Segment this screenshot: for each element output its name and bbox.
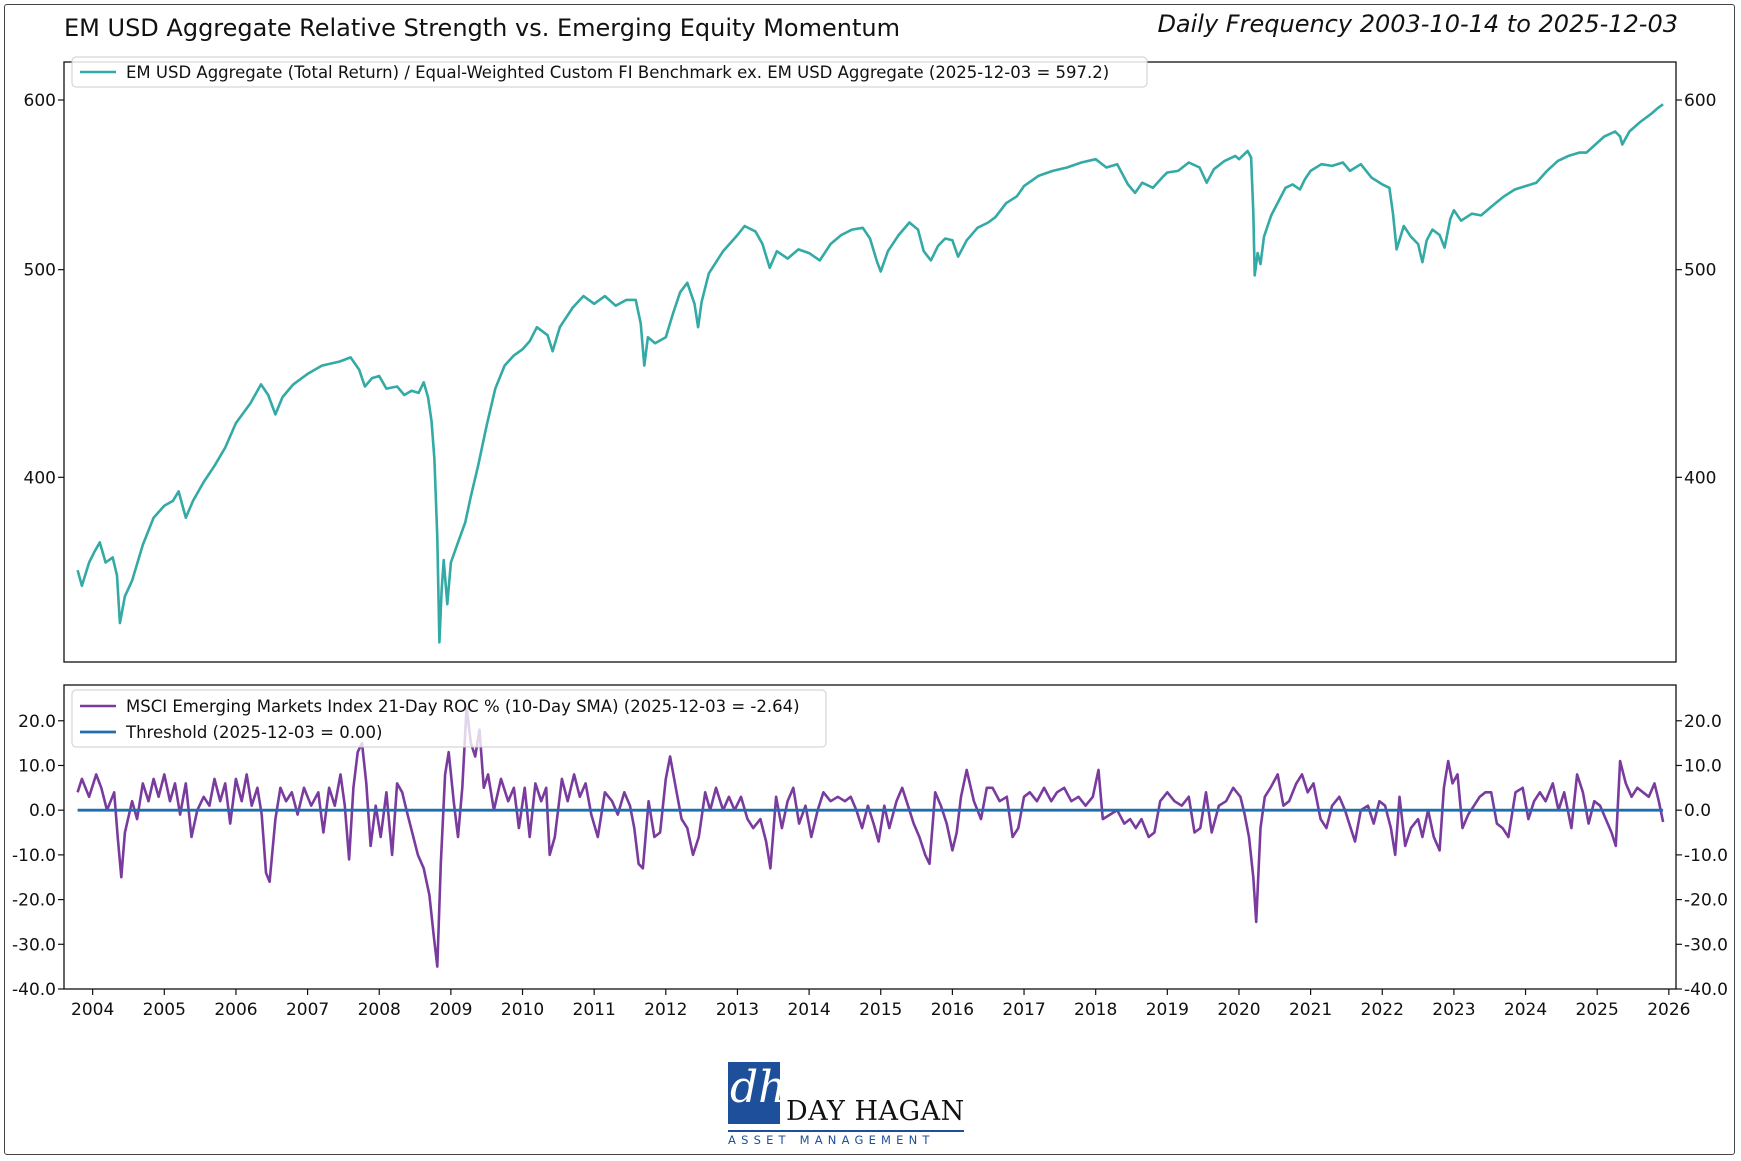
- bottom-ytick-label-left: -30.0: [12, 935, 56, 955]
- xtick-label: 2012: [644, 1000, 687, 1020]
- roc-legend-label: MSCI Emerging Markets Index 21-Day ROC %…: [126, 697, 800, 716]
- xtick-label: 2016: [931, 1000, 974, 1020]
- roc-line: [76, 706, 1665, 968]
- bottom-plot-area: [63, 684, 1677, 990]
- xtick-label: 2010: [501, 1000, 544, 1020]
- bottom-ytick-label-left: -10.0: [12, 846, 56, 866]
- xtick-label: 2024: [1504, 1000, 1547, 1020]
- bottom-legend: MSCI Emerging Markets Index 21-Day ROC %…: [71, 689, 827, 748]
- bottom-ytick-label-right: -10.0: [1684, 846, 1728, 866]
- xtick-label: 2019: [1146, 1000, 1189, 1020]
- xtick-label: 2005: [143, 1000, 186, 1020]
- company-logo: dh DAY HAGAN ASSET MANAGEMENT: [728, 1062, 964, 1148]
- bottom-ytick-label-right: -40.0: [1684, 980, 1728, 1000]
- x-axis: 2004 2005 2006 2007 2008 2009 2010 2011 2012 2013…: [71, 989, 1690, 1020]
- top-ytick-label-right: 600: [1684, 91, 1716, 111]
- chart-title: EM USD Aggregate Relative Strength vs. E…: [64, 14, 900, 42]
- logo-subtitle: ASSET MANAGEMENT: [728, 1133, 935, 1147]
- top-ytick-label-left: 600: [24, 91, 56, 111]
- relative-strength-legend-label: EM USD Aggregate (Total Return) / Equal-…: [126, 63, 1109, 82]
- logo-mark-icon: dh: [728, 1062, 787, 1124]
- xtick-label: 2025: [1576, 1000, 1619, 1020]
- xtick-label: 2014: [787, 1000, 830, 1020]
- xtick-label: 2009: [429, 1000, 472, 1020]
- top-ytick-label-right: 400: [1684, 468, 1716, 488]
- top-legend: EM USD Aggregate (Total Return) / Equal-…: [71, 56, 1148, 88]
- bottom-ytick-label-left: 20.0: [18, 712, 56, 732]
- bottom-ytick-label-right: 0.0: [1684, 801, 1711, 821]
- bottom-ytick-label-right: 20.0: [1684, 712, 1722, 732]
- top-legend-box: [71, 56, 1148, 88]
- xtick-label: 2008: [358, 1000, 401, 1020]
- bottom-ytick-label-right: -20.0: [1684, 891, 1728, 911]
- top-ytick-label-right: 500: [1684, 261, 1716, 281]
- bottom-legend-box: [71, 689, 827, 748]
- xtick-label: 2026: [1647, 1000, 1690, 1020]
- xtick-label: 2013: [716, 1000, 759, 1020]
- figure-frame: [4, 4, 1735, 1155]
- xtick-label: 2018: [1074, 1000, 1117, 1020]
- xtick-label: 2015: [859, 1000, 902, 1020]
- top-ytick-label-left: 500: [24, 261, 56, 281]
- xtick-label: 2022: [1361, 1000, 1404, 1020]
- bottom-ytick-label-left: 0.0: [29, 801, 56, 821]
- xtick-label: 2007: [286, 1000, 329, 1020]
- bottom-ytick-label-right: -30.0: [1684, 935, 1728, 955]
- xtick-label: 2011: [573, 1000, 616, 1020]
- logo-rule: [728, 1130, 964, 1132]
- bottom-ytick-label-left: -40.0: [12, 980, 56, 1000]
- bottom-ytick-label-left: 10.0: [18, 756, 56, 776]
- top-ytick-label-left: 400: [24, 468, 56, 488]
- xtick-label: 2023: [1432, 1000, 1475, 1020]
- xtick-label: 2004: [71, 1000, 114, 1020]
- top-panel: 400 400 500 500 600 600 EM USD Aggregate (Tota…: [24, 56, 1716, 663]
- xtick-label: 2020: [1217, 1000, 1260, 1020]
- threshold-legend-label: Threshold (2025-12-03 = 0.00): [125, 723, 382, 742]
- relative-strength-line: [76, 103, 1664, 644]
- xtick-label: 2006: [214, 1000, 257, 1020]
- chart-subtitle: Daily Frequency 2003-10-14 to 2025-12-03: [1157, 10, 1678, 38]
- logo-name: DAY HAGAN: [786, 1096, 965, 1127]
- logo-mark-text: dh: [730, 1062, 787, 1113]
- xtick-label: 2017: [1002, 1000, 1045, 1020]
- xtick-label: 2021: [1289, 1000, 1332, 1020]
- bottom-ytick-label-right: 10.0: [1684, 756, 1722, 776]
- bottom-panel: 20.0 20.0 10.0 10.0 0.0 0.0 -10.0 -10.0 -20.0 -20…: [12, 684, 1728, 1000]
- top-plot-area: [63, 61, 1677, 663]
- bottom-ytick-label-left: -20.0: [12, 891, 56, 911]
